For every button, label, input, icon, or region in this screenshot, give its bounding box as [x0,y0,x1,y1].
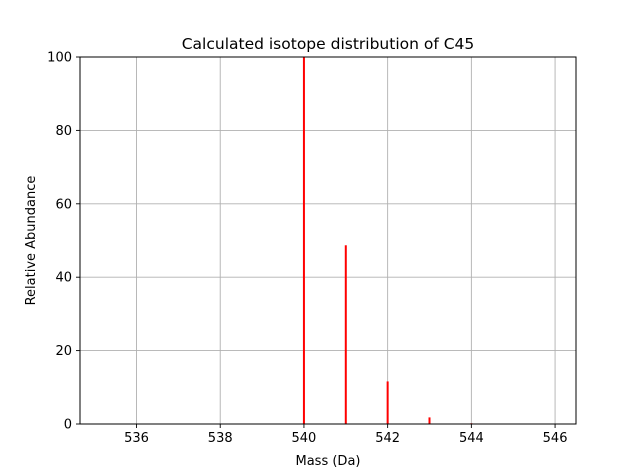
isotope-bar [344,245,347,424]
x-axis: 536 538 540 542 544 546 [124,424,567,446]
y-axis: 0 20 40 60 80 100 [47,51,80,433]
isotope-bar [302,57,305,424]
grid [80,56,576,425]
x-tick-label: 536 [124,431,149,446]
x-tick-label: 538 [208,431,233,446]
isotope-bar [428,417,431,424]
x-tick-label: 546 [543,431,568,446]
x-axis-label: Mass (Da) [296,454,361,469]
x-tick-label: 544 [459,431,484,446]
x-tick-label: 540 [292,431,317,446]
y-tick-label: 80 [55,124,72,139]
isotope-bar [386,381,389,424]
plot-frame [79,56,577,425]
y-tick-label: 60 [55,197,72,212]
y-tick-label: 100 [47,51,72,66]
bars [302,57,515,425]
y-tick-label: 20 [55,344,72,359]
y-tick-label: 0 [64,418,72,433]
y-axis-label: Relative Abundance [24,176,39,306]
x-tick-label: 542 [375,431,400,446]
chart-title: Calculated isotope distribution of C45 [182,35,475,53]
y-tick-label: 40 [55,271,72,286]
